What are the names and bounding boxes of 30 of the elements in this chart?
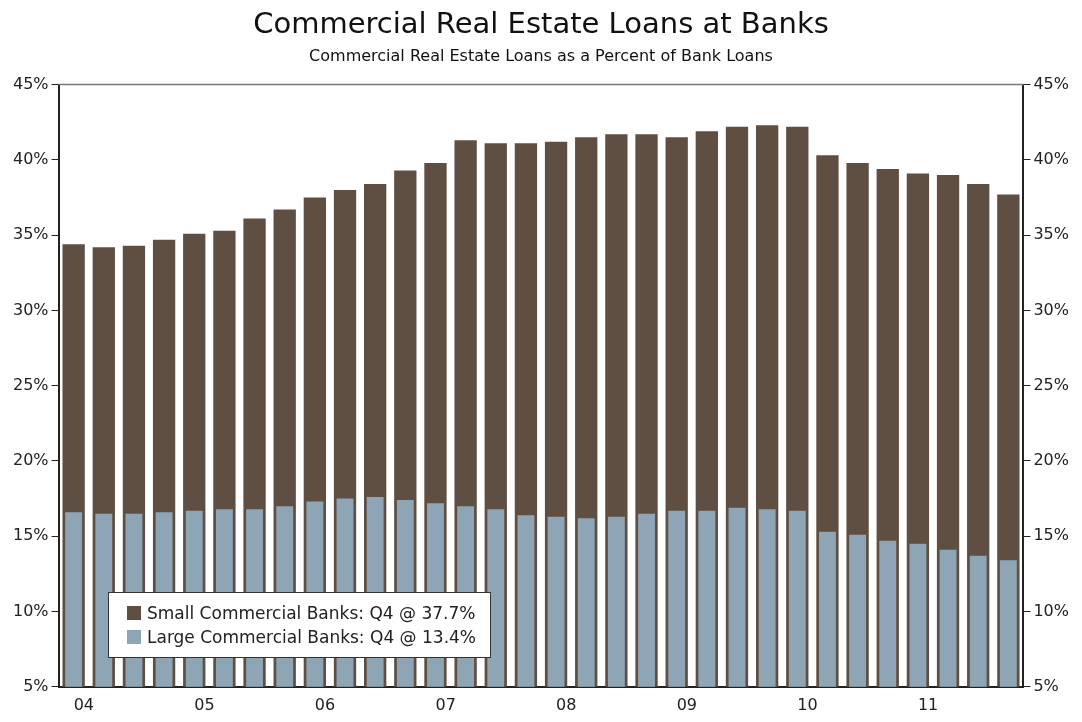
y2-tick-label: 30% <box>1033 299 1069 319</box>
y-tick-label: 35% <box>13 224 49 244</box>
y2-tick-label: 45% <box>1033 73 1069 93</box>
legend-label: Large Commercial Banks: Q4 @ 13.4% <box>147 627 477 647</box>
x-tick-label: 09 <box>676 694 698 714</box>
y-tick-label: 20% <box>13 450 49 470</box>
y2-tick-label: 15% <box>1033 525 1069 545</box>
x-tick-label: 06 <box>314 694 336 714</box>
y-tick-label: 25% <box>13 374 49 394</box>
x-tick-label: 05 <box>194 694 215 714</box>
x-tick-label: 11 <box>917 694 939 714</box>
y-tick-label: 45% <box>13 73 49 93</box>
y-tick-label: 30% <box>13 299 49 319</box>
y2-tick-label: 35% <box>1033 224 1069 244</box>
y-tick-label: 5% <box>23 675 49 695</box>
y2-tick-label: 20% <box>1033 450 1069 470</box>
y-tick-label: 10% <box>13 600 49 620</box>
x-tick-label: 04 <box>73 694 94 714</box>
y2-tick-label: 10% <box>1033 600 1069 620</box>
legend-label: Small Commercial Banks: Q4 @ 37.7% <box>147 603 476 623</box>
y-tick-label: 40% <box>13 149 49 169</box>
y2-tick-label: 25% <box>1033 374 1069 394</box>
y2-tick-label: 5% <box>1033 675 1059 695</box>
y2-tick-label: 40% <box>1033 149 1069 169</box>
chart-title: Commercial Real Estate Loans at Banks <box>252 6 830 40</box>
x-tick-label: 07 <box>435 694 456 714</box>
chart-subtitle: Commercial Real Estate Loans as a Percent of Bank Loans <box>308 46 774 65</box>
x-tick-label: 10 <box>797 694 818 714</box>
y-tick-label: 15% <box>13 525 49 545</box>
x-tick-label: 08 <box>556 694 577 714</box>
